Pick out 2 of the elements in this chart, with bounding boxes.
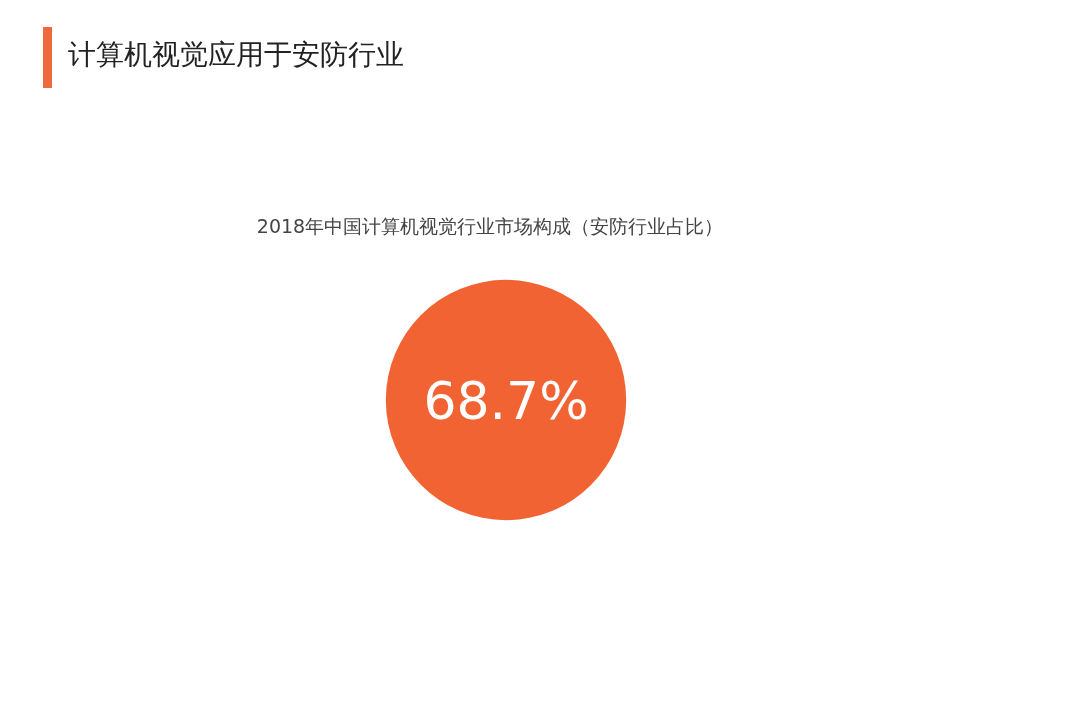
title: 计算机视觉应用于安防行业 — [68, 38, 404, 71]
subtitle: 2018年中国计算机视觉行业市场构成（安防行业占比） — [256, 215, 724, 237]
